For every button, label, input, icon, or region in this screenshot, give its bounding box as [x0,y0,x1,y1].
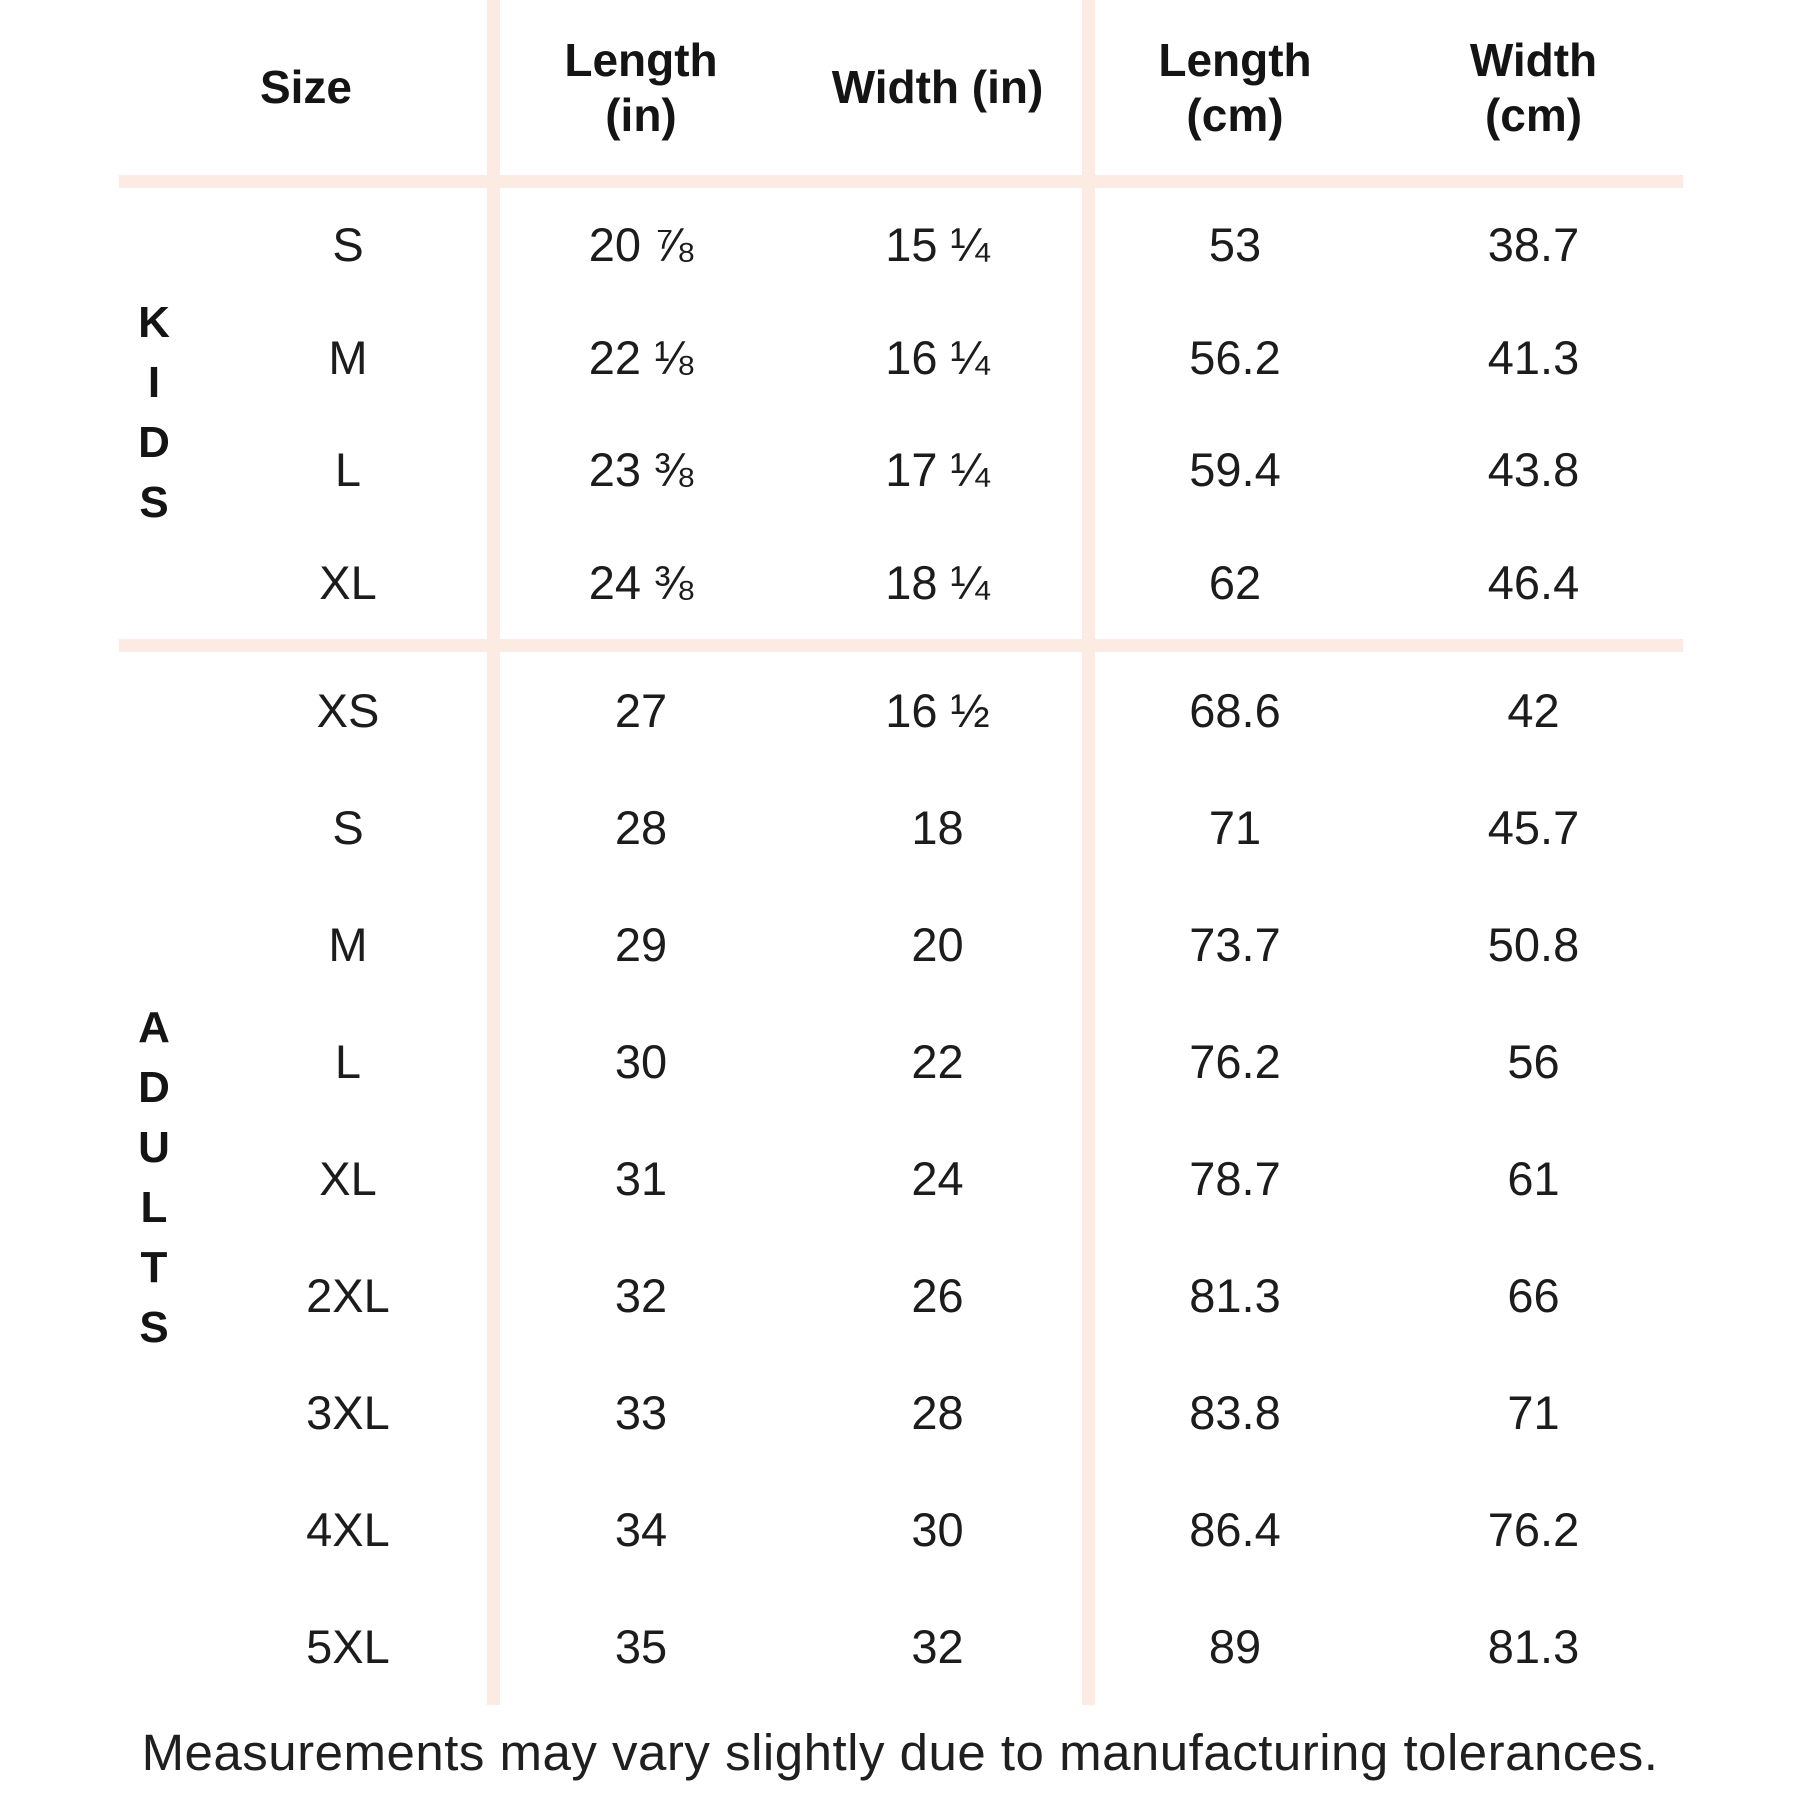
length-cm-cell: 73.7 [1189,918,1281,971]
size-cell: S [332,217,364,271]
header-size: Size [259,61,353,113]
length-cm-cell: 76.2 [1189,1035,1281,1088]
size-cell: XS [316,684,380,737]
length-cm-cell: 78.7 [1189,1152,1281,1205]
width-cm-cell: 76.2 [1487,1503,1580,1556]
width-in-cell: 28 [911,1386,964,1439]
tolerance-note: Measurements may vary slightly due to ma… [141,1724,1659,1781]
length-cm-cell: 59.4 [1189,443,1281,497]
table-header-row: Size Length (in) Width (in) Length (cm) … [119,0,1683,175]
length-cm-cell: 89 [1208,1620,1262,1673]
width-cm-cell: 45.7 [1487,801,1580,854]
kids-section: S 20 ⅞ 15 ¼ 53 38.7 M 22 ⅛ 16 ¼ 56.2 41.… [119,188,1683,639]
size-cell: XL [319,1152,377,1205]
length-in-cell: 23 ⅜ [588,443,694,497]
width-in-cell: 17 ¼ [885,443,990,497]
length-in-cell: 27 [614,684,668,737]
width-cm-cell: 56 [1507,1035,1560,1088]
length-in-cell: 35 [614,1620,668,1673]
width-cm-cell: 66 [1507,1269,1560,1322]
vertical-divider-left [487,0,500,1705]
size-cell: S [332,801,364,854]
length-cm-cell: 56.2 [1189,330,1281,384]
width-in-cell: 16 ¼ [885,330,990,384]
width-in-cell: 32 [911,1620,964,1673]
header-width-cm: Width (cm) [1469,33,1598,141]
width-cm-cell: 46.4 [1487,556,1580,610]
width-cm-cell: 41.3 [1487,330,1580,384]
header-divider [119,175,1683,188]
size-cell: 5XL [306,1620,390,1673]
length-cm-cell: 62 [1208,556,1262,610]
width-in-cell: 18 [911,801,964,854]
size-cell: 3XL [306,1386,390,1439]
width-cm-cell: 42 [1507,684,1560,737]
size-cell: L [334,443,362,497]
width-cm-cell: 61 [1507,1152,1560,1205]
size-cell: L [334,1035,362,1088]
length-cm-cell: 68.6 [1189,684,1281,737]
width-in-cell: 22 [911,1035,964,1088]
width-cm-cell: 38.7 [1487,217,1580,271]
group-label-adults: A D U L T S [138,1003,170,1352]
header-length-in: Length (in) [564,33,718,141]
group-label-kids: K I D S [138,298,170,527]
size-cell: XL [319,556,377,610]
size-cell: M [328,330,368,384]
vertical-divider-right [1082,0,1095,1705]
length-in-cell: 24 ⅜ [588,556,694,610]
width-in-cell: 18 ¼ [885,556,990,610]
length-in-cell: 34 [614,1503,668,1556]
length-cm-cell: 86.4 [1189,1503,1281,1556]
width-in-cell: 26 [911,1269,964,1322]
length-in-cell: 29 [614,918,668,971]
length-in-cell: 22 ⅛ [588,330,694,384]
header-width-in: Width (in) [831,61,1044,113]
width-cm-cell: 71 [1507,1386,1560,1439]
length-cm-cell: 53 [1208,217,1262,271]
width-cm-cell: 43.8 [1487,443,1580,497]
length-cm-cell: 71 [1208,801,1262,854]
adults-section: XS 27 16 ½ 68.6 42 S 28 18 71 45.7 M 29 … [119,652,1683,1705]
width-in-cell: 15 ¼ [885,217,990,271]
length-in-cell: 30 [614,1035,668,1088]
size-cell: 4XL [306,1503,390,1556]
length-in-cell: 28 [614,801,668,854]
width-in-cell: 16 ½ [885,684,990,737]
width-in-cell: 30 [911,1503,964,1556]
width-in-cell: 24 [911,1152,964,1205]
length-in-cell: 20 ⅞ [588,217,694,271]
size-cell: 2XL [306,1269,390,1322]
width-cm-cell: 81.3 [1487,1620,1580,1673]
size-cell: M [328,918,368,971]
header-length-cm: Length (cm) [1158,33,1312,141]
kids-adults-divider [119,639,1683,652]
width-in-cell: 20 [911,918,964,971]
length-in-cell: 32 [614,1269,668,1322]
length-cm-cell: 83.8 [1189,1386,1281,1439]
width-cm-cell: 50.8 [1487,918,1580,971]
length-in-cell: 31 [614,1152,668,1205]
length-cm-cell: 81.3 [1189,1269,1281,1322]
length-in-cell: 33 [614,1386,668,1439]
